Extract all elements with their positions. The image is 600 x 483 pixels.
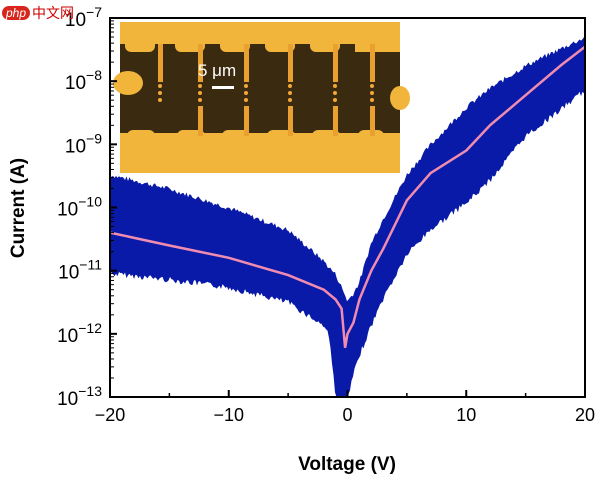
inset-micrograph: 5 μm bbox=[113, 22, 410, 173]
watermark-text: 中文网 bbox=[32, 5, 75, 21]
y-tick-label: 10−13 bbox=[57, 383, 102, 410]
y-tick-label: 10−9 bbox=[65, 130, 102, 157]
watermark-logo: php bbox=[2, 6, 31, 20]
x-tick-label: 0 bbox=[342, 405, 352, 425]
x-tick-label: −20 bbox=[95, 405, 126, 425]
y-tick-label: 10−8 bbox=[65, 67, 102, 94]
y-tick-label: 10−12 bbox=[57, 320, 102, 347]
watermark: php 中文网 bbox=[2, 3, 74, 23]
x-tick-label: −10 bbox=[213, 405, 244, 425]
x-tick-label: 10 bbox=[456, 405, 476, 425]
scale-bar bbox=[212, 86, 234, 89]
x-tick-label: 20 bbox=[575, 405, 595, 425]
y-tick-label: 10−11 bbox=[58, 257, 102, 284]
y-tick-label: 10−7 bbox=[65, 4, 102, 31]
current-range-band bbox=[110, 37, 584, 397]
y-tick-label: 10−10 bbox=[57, 194, 102, 221]
x-axis-label: Voltage (V) bbox=[298, 454, 396, 475]
scale-bar-label: 5 μm bbox=[198, 61, 236, 80]
mean-current-line bbox=[109, 45, 586, 349]
y-axis-label: Current (A) bbox=[8, 158, 29, 258]
